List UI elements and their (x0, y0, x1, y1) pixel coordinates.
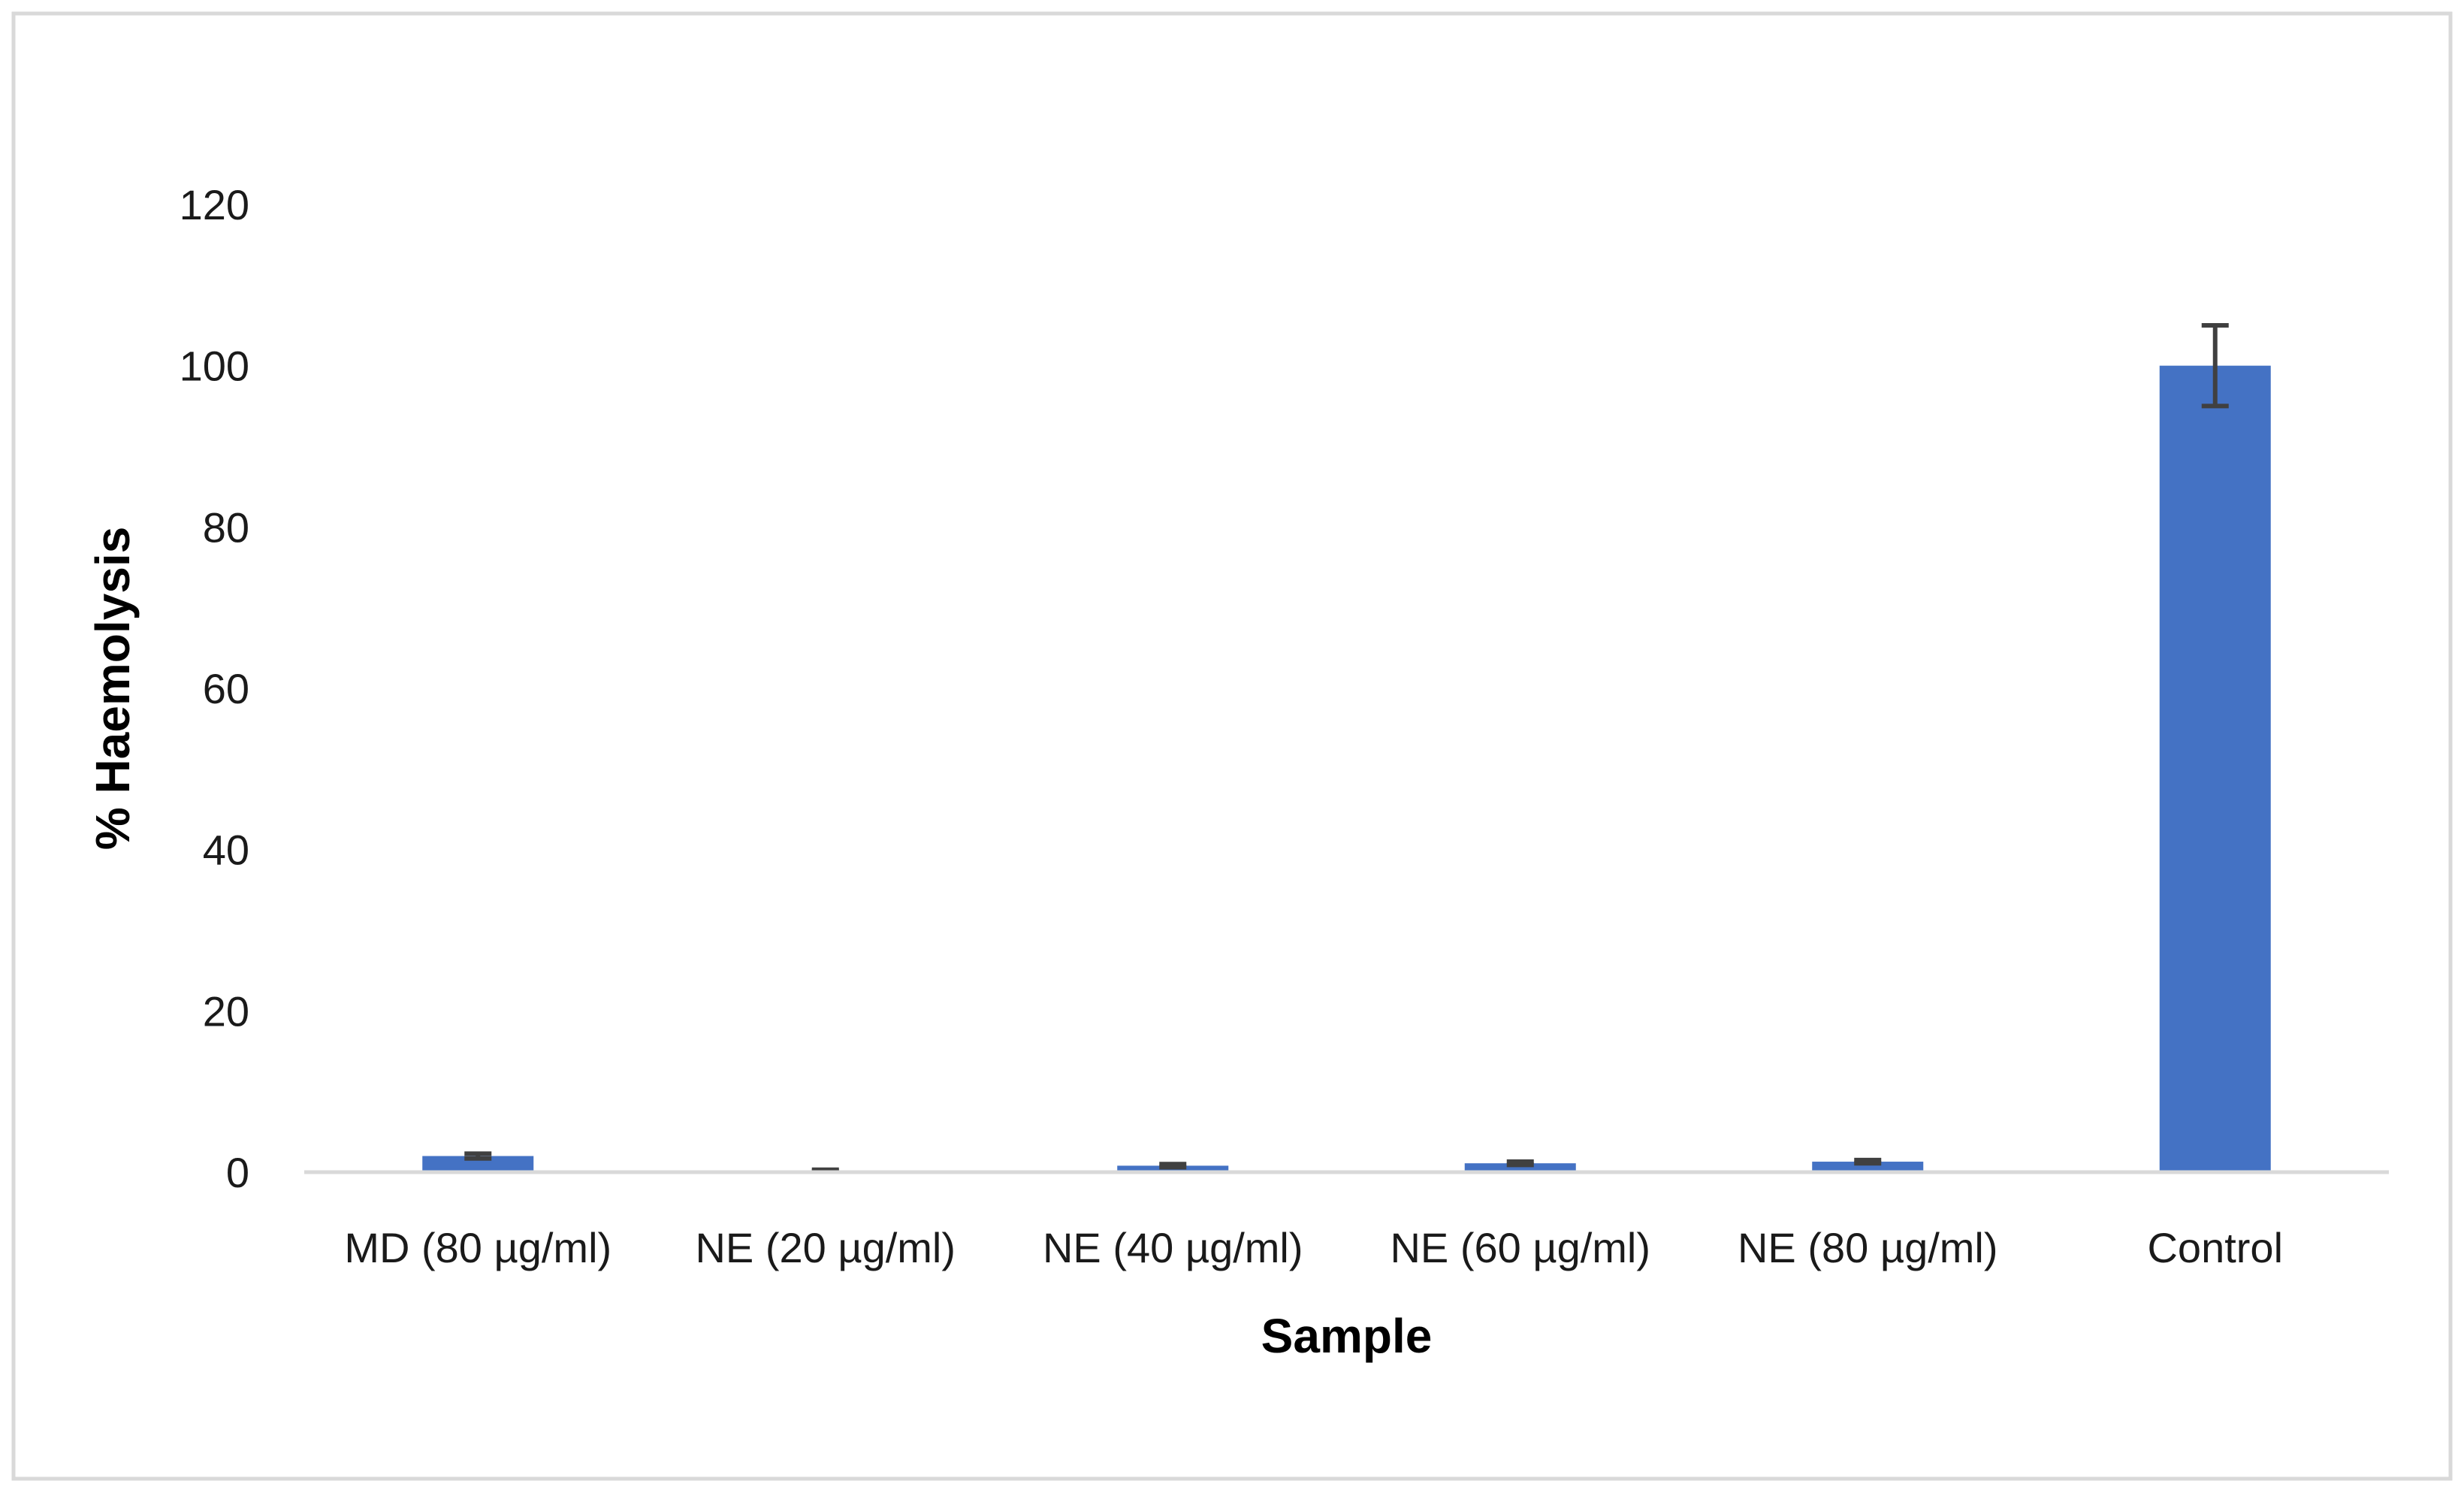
y-tick-label: 100 (180, 343, 249, 390)
error-bar (1159, 1162, 1187, 1170)
error-bar (1854, 1157, 1882, 1166)
x-category-label: MD (80 µg/ml) (344, 1224, 611, 1271)
error-bar (1506, 1159, 1534, 1168)
bar (1464, 1163, 1576, 1172)
bar (1812, 1162, 1924, 1172)
y-tick-label: 80 (203, 503, 249, 551)
x-category-label: NE (40 µg/ml) (1043, 1224, 1303, 1271)
y-tick-label: 40 (203, 827, 249, 874)
x-axis-title: Sample (1261, 1309, 1433, 1363)
bar (422, 1156, 534, 1172)
x-category-label: NE (20 µg/ml) (695, 1224, 956, 1271)
x-category-label: Control (2147, 1224, 2283, 1271)
y-tick-label: 20 (203, 987, 249, 1035)
error-bar (2201, 323, 2229, 409)
y-axis-ticks: 0 20 40 60 80 100 120 (180, 181, 249, 1196)
y-tick-label: 120 (180, 181, 249, 228)
y-axis-title: % Haemolysis (86, 527, 140, 850)
x-axis-categories: MD (80 µg/ml) NE (20 µg/ml) NE (40 µg/ml) N… (344, 1224, 2283, 1271)
error-bar (464, 1151, 492, 1161)
x-category-label: NE (60 µg/ml) (1390, 1224, 1650, 1271)
bars (422, 365, 2271, 1173)
y-tick-label: 0 (226, 1149, 249, 1196)
bar (2159, 365, 2271, 1173)
x-category-label: NE (80 µg/ml) (1738, 1224, 1998, 1271)
y-tick-label: 60 (203, 665, 249, 712)
chart-border (11, 11, 2453, 1481)
